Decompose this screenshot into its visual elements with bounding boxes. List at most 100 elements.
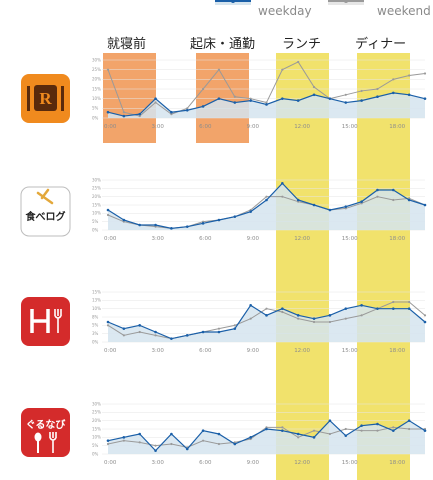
weekend-point [249, 97, 252, 100]
x-tick-label: 9:00 [247, 124, 260, 130]
weekday-point [312, 436, 316, 439]
band-commute [196, 53, 249, 143]
weekend-point [392, 78, 395, 81]
weekday-point [154, 449, 157, 452]
retty-icon-plate [34, 85, 57, 111]
weekday-point [296, 314, 300, 317]
weekday-point [233, 101, 237, 104]
x-tick-label: 0:00 [104, 124, 117, 130]
weekend-point [106, 213, 110, 217]
x-tick-label: 15:00 [342, 348, 358, 354]
x-tick-label: 15:00 [342, 236, 358, 242]
weekend-point [170, 113, 173, 116]
weekday-point [423, 203, 427, 207]
y-tick-label: 5% [92, 106, 99, 111]
weekday-point [407, 93, 411, 97]
weekend-point [233, 324, 236, 327]
weekend-point [281, 310, 284, 314]
band-lunch [276, 53, 329, 480]
weekday-point [170, 227, 173, 230]
y-tick-label: 25% [92, 410, 101, 415]
weekend-point [217, 442, 221, 446]
x-tick-label: 6:00 [199, 236, 212, 242]
x-tick-label: 3:00 [152, 236, 165, 242]
y-tick-label: 30% [92, 57, 101, 62]
weekday-point [217, 218, 221, 222]
weekend-point [122, 439, 125, 442]
weekend-point [392, 300, 395, 304]
legend-weekday-marker [231, 0, 235, 3]
legend-weekday-label: weekday [258, 4, 312, 18]
tabelog-icon-background [20, 186, 71, 237]
weekday-point [233, 327, 237, 330]
weekday-point [392, 429, 395, 432]
weekend-point [265, 101, 268, 104]
hotpepper-icon [21, 297, 70, 346]
band-before-sleep [103, 53, 156, 143]
weekend-point [392, 198, 395, 202]
weekday-point [249, 436, 252, 439]
weekday-point [312, 203, 316, 207]
app-icons: R 食べログ ぐるなび [20, 74, 71, 457]
weekday-point [360, 99, 363, 102]
band-dinner [357, 53, 410, 480]
y-tick-label: 0% [92, 115, 99, 120]
weekday-point [265, 103, 268, 106]
weekend-point [312, 320, 316, 324]
weekday-point [423, 429, 427, 432]
weekday-point [392, 307, 395, 310]
weekend-point [360, 314, 363, 317]
weekend-point [202, 439, 205, 442]
weekday-point [344, 434, 348, 437]
weekend-point [202, 87, 205, 91]
hotpepper-icon-fork [54, 309, 62, 333]
x-tick-label: 9:00 [247, 460, 260, 466]
weekday-point [138, 112, 141, 116]
weekday-point [217, 97, 221, 100]
y-tick-label: 0% [92, 227, 99, 232]
weekend-point [281, 426, 284, 429]
weekend-point [281, 68, 284, 71]
weekday-point [106, 208, 110, 212]
y-tick-label: 15% [92, 289, 101, 294]
weekday-point [122, 218, 126, 222]
period-labels: 就寝前 起床・通勤 ランチ ディナー [107, 36, 406, 52]
legend: weekday weekend [215, 0, 431, 18]
weekday-point [138, 324, 141, 327]
weekday-point [376, 95, 379, 99]
weekday-point [328, 208, 332, 212]
weekend-point [423, 314, 427, 317]
y-tick-label: 25% [92, 186, 101, 191]
weekend-point [138, 441, 141, 444]
weekday-point [138, 223, 141, 227]
tabelog-icon-text: 食べログ [25, 210, 66, 223]
gurunavi-icon-text: ぐるなび [26, 418, 66, 431]
weekend-point [249, 317, 252, 320]
weekday-point [170, 432, 173, 436]
y-tick-label: 20% [92, 194, 101, 199]
weekend-point [170, 442, 173, 446]
weekday-point [296, 198, 300, 202]
weekday-point [154, 330, 157, 334]
weekday-point [376, 188, 379, 192]
x-tick-label: 9:00 [247, 348, 260, 354]
y-tick-label: 15% [92, 86, 101, 91]
weekday-point [122, 436, 126, 439]
weekend-point [297, 317, 300, 320]
x-tick-label: 0:00 [104, 460, 117, 466]
weekday-point [265, 198, 268, 202]
weekday-point [201, 429, 205, 432]
retty-icon-letter: R [39, 89, 52, 108]
legend-weekend-label: weekend [377, 4, 431, 18]
legend-weekend-marker [344, 0, 348, 3]
retty-icon-knife [61, 86, 64, 111]
weekday-point [201, 105, 205, 108]
weekend-point [376, 195, 379, 198]
y-tick-label: 25% [92, 67, 101, 72]
x-tick-label: 12:00 [294, 236, 310, 242]
weekday-point [407, 307, 411, 310]
weekday-point [281, 182, 284, 185]
weekend-point [217, 327, 221, 330]
y-tick-label: 10% [92, 211, 101, 216]
